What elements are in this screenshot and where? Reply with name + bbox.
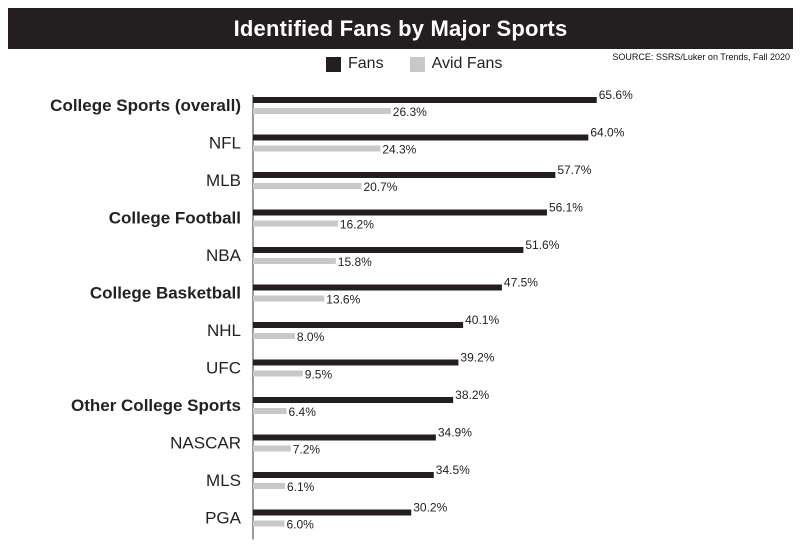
- category-label-nba: NBA: [206, 246, 242, 265]
- legend-label-avid-fans: Avid Fans: [431, 55, 503, 72]
- value-label-avid-fans-mls: 6.1%: [287, 480, 315, 494]
- bar-fans-college-football: [253, 209, 547, 216]
- legend-label-fans: Fans: [348, 55, 384, 72]
- bar-avid-fans-other-college-sports: [253, 408, 287, 414]
- bar-fans-pga: [253, 509, 412, 516]
- value-label-fans-ufc: 39.2%: [460, 351, 494, 365]
- value-label-fans-college-sports-overall: 65.6%: [599, 88, 633, 102]
- value-label-avid-fans-mlb: 20.7%: [363, 180, 397, 194]
- category-label-college-sports-overall: College Sports (overall): [50, 96, 241, 115]
- category-label-college-football: College Football: [109, 209, 241, 228]
- value-label-fans-mlb: 57.7%: [557, 163, 591, 177]
- bar-fans-college-sports-overall: [253, 97, 597, 103]
- bar-fans-college-basketball: [253, 284, 502, 291]
- value-label-fans-mls: 34.5%: [436, 463, 470, 477]
- legend-item-avid-fans: Avid Fans: [409, 55, 503, 73]
- bar-fans-nascar: [253, 434, 436, 441]
- value-label-fans-nhl: 40.1%: [465, 313, 499, 327]
- bar-fans-nfl: [253, 134, 589, 141]
- legend-swatch-fans: [326, 56, 341, 72]
- value-label-avid-fans-nba: 15.8%: [338, 255, 372, 269]
- bar-avid-fans-nfl: [253, 145, 381, 152]
- bar-fans-ufc: [253, 359, 459, 366]
- bar-avid-fans-mlb: [253, 183, 362, 189]
- bar-avid-fans-ufc: [253, 370, 303, 377]
- value-label-avid-fans-college-basketball: 13.6%: [326, 293, 360, 307]
- bar-avid-fans-nascar: [253, 445, 291, 452]
- value-label-avid-fans-nhl: 8.0%: [297, 330, 325, 344]
- category-label-mlb: MLB: [206, 171, 241, 190]
- legend-item-fans: Fans: [326, 55, 384, 73]
- value-label-avid-fans-pga: 6.0%: [286, 518, 314, 532]
- bar-fans-nba: [253, 247, 524, 253]
- legend-swatch-avid-fans: [409, 56, 425, 72]
- legend: Fans Avid Fans: [326, 55, 528, 73]
- bar-avid-fans-college-sports-overall: [253, 108, 391, 114]
- value-label-avid-fans-nfl: 24.3%: [382, 143, 416, 157]
- bar-fans-mlb: [253, 172, 556, 178]
- value-label-fans-pga: 30.2%: [413, 501, 447, 515]
- value-label-avid-fans-other-college-sports: 6.4%: [289, 405, 317, 419]
- bar-fans-other-college-sports: [253, 397, 454, 403]
- bar-avid-fans-pga: [253, 520, 285, 527]
- category-label-pga: PGA: [205, 509, 242, 528]
- category-label-nascar: NASCAR: [170, 434, 241, 453]
- value-label-fans-nfl: 64.0%: [590, 126, 624, 140]
- value-label-avid-fans-college-football: 16.2%: [340, 218, 374, 232]
- bar-avid-fans-nhl: [253, 333, 295, 339]
- value-label-fans-nascar: 34.9%: [438, 426, 472, 440]
- category-label-nhl: NHL: [207, 321, 241, 340]
- bar-fans-nhl: [253, 322, 464, 328]
- chart-title: Identified Fans by Major Sports: [8, 8, 793, 49]
- value-label-fans-nba: 51.6%: [525, 238, 559, 252]
- source-note: SOURCE: SSRS/Luker on Trends, Fall 2020: [612, 52, 790, 62]
- value-label-fans-college-football: 56.1%: [549, 201, 583, 215]
- value-label-fans-college-basketball: 47.5%: [504, 276, 538, 290]
- category-label-mls: MLS: [206, 471, 241, 490]
- value-label-fans-other-college-sports: 38.2%: [455, 388, 489, 402]
- value-label-avid-fans-nascar: 7.2%: [293, 443, 321, 457]
- category-label-ufc: UFC: [206, 359, 241, 378]
- bar-avid-fans-nba: [253, 258, 336, 264]
- value-label-avid-fans-ufc: 9.5%: [305, 368, 333, 382]
- bar-avid-fans-college-football: [253, 220, 338, 227]
- category-label-college-basketball: College Basketball: [90, 284, 241, 303]
- category-label-nfl: NFL: [209, 134, 241, 153]
- bar-avid-fans-college-basketball: [253, 295, 325, 302]
- category-label-other-college-sports: Other College Sports: [71, 396, 241, 415]
- value-label-avid-fans-college-sports-overall: 26.3%: [393, 105, 427, 119]
- bar-avid-fans-mls: [253, 483, 285, 489]
- bar-fans-mls: [253, 472, 434, 478]
